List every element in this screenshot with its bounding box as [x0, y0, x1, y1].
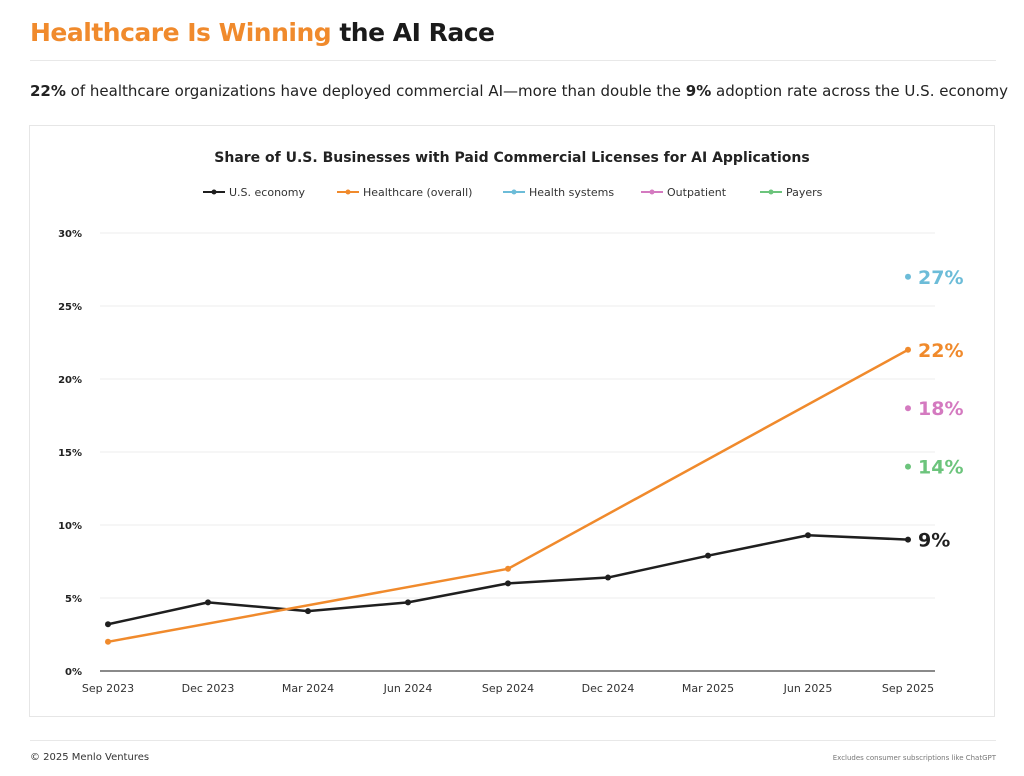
data-point: [905, 536, 911, 543]
data-point: [705, 552, 711, 559]
legend-marker: [768, 189, 774, 195]
data-point: [405, 599, 411, 606]
legend-label: Payers: [786, 186, 823, 199]
y-tick-label: 30%: [58, 229, 82, 240]
y-tick-label: 25%: [58, 302, 82, 313]
data-point: [505, 580, 511, 587]
data-point: [205, 599, 211, 606]
x-tick-label: Jun 2024: [383, 682, 433, 695]
x-tick-label: Dec 2024: [582, 682, 635, 695]
end-value-label: 27%: [918, 267, 963, 289]
legend-label: Healthcare (overall): [363, 186, 472, 199]
subtitle-text-1: of healthcare organizations have deploye…: [65, 82, 686, 100]
y-tick-label: 20%: [58, 375, 82, 386]
divider: [30, 60, 996, 61]
x-tick-label: Mar 2024: [282, 682, 334, 695]
end-value-label: 22%: [918, 340, 963, 362]
data-point: [505, 565, 511, 572]
x-tick-label: Dec 2023: [182, 682, 235, 695]
divider: [30, 740, 996, 741]
x-tick-label: Sep 2024: [482, 682, 534, 695]
subtitle-text-2: adoption rate across the U.S. economy: [711, 82, 1009, 100]
chart-title: Share of U.S. Businesses with Paid Comme…: [214, 150, 809, 166]
end-value-label: 18%: [918, 398, 963, 420]
chart-card: [29, 125, 995, 717]
subtitle-bold-1: 22%: [30, 82, 66, 100]
title-highlight: Healthcare Is Winning: [30, 18, 332, 47]
data-point: [905, 346, 911, 353]
data-point: [105, 638, 111, 645]
legend-label: U.S. economy: [229, 186, 305, 199]
data-point: [905, 273, 911, 280]
title-rest: the AI Race: [331, 18, 495, 47]
subtitle: 22% of healthcare organizations have dep…: [30, 82, 1008, 100]
y-tick-label: 5%: [65, 594, 82, 605]
subtitle-bold-2: 9%: [685, 82, 712, 100]
data-point: [605, 574, 611, 581]
footnote: Excludes consumer subscriptions like Cha…: [832, 754, 996, 762]
x-tick-label: Jun 2025: [783, 682, 833, 695]
legend-marker: [211, 189, 217, 195]
legend-marker: [511, 189, 517, 195]
end-value-label: 14%: [918, 457, 963, 479]
legend-label: Outpatient: [667, 186, 727, 199]
x-tick-label: Sep 2023: [82, 682, 134, 695]
data-point: [905, 405, 911, 412]
x-tick-label: Sep 2025: [882, 682, 934, 695]
x-tick-label: Mar 2025: [682, 682, 734, 695]
data-point: [305, 608, 311, 615]
y-tick-label: 0%: [65, 667, 82, 678]
y-tick-label: 10%: [58, 521, 82, 532]
legend-marker: [345, 189, 351, 195]
data-point: [905, 463, 911, 470]
page-title: Healthcare Is Winning the AI Race: [30, 18, 495, 47]
series-line: [107, 533, 909, 626]
copyright: © 2025 Menlo Ventures: [30, 752, 150, 763]
end-value-label: 9%: [918, 530, 950, 552]
data-point: [105, 621, 111, 628]
data-point: [805, 532, 811, 539]
y-tick-label: 15%: [58, 448, 82, 459]
legend-label: Health systems: [529, 186, 614, 199]
legend-marker: [649, 189, 655, 195]
